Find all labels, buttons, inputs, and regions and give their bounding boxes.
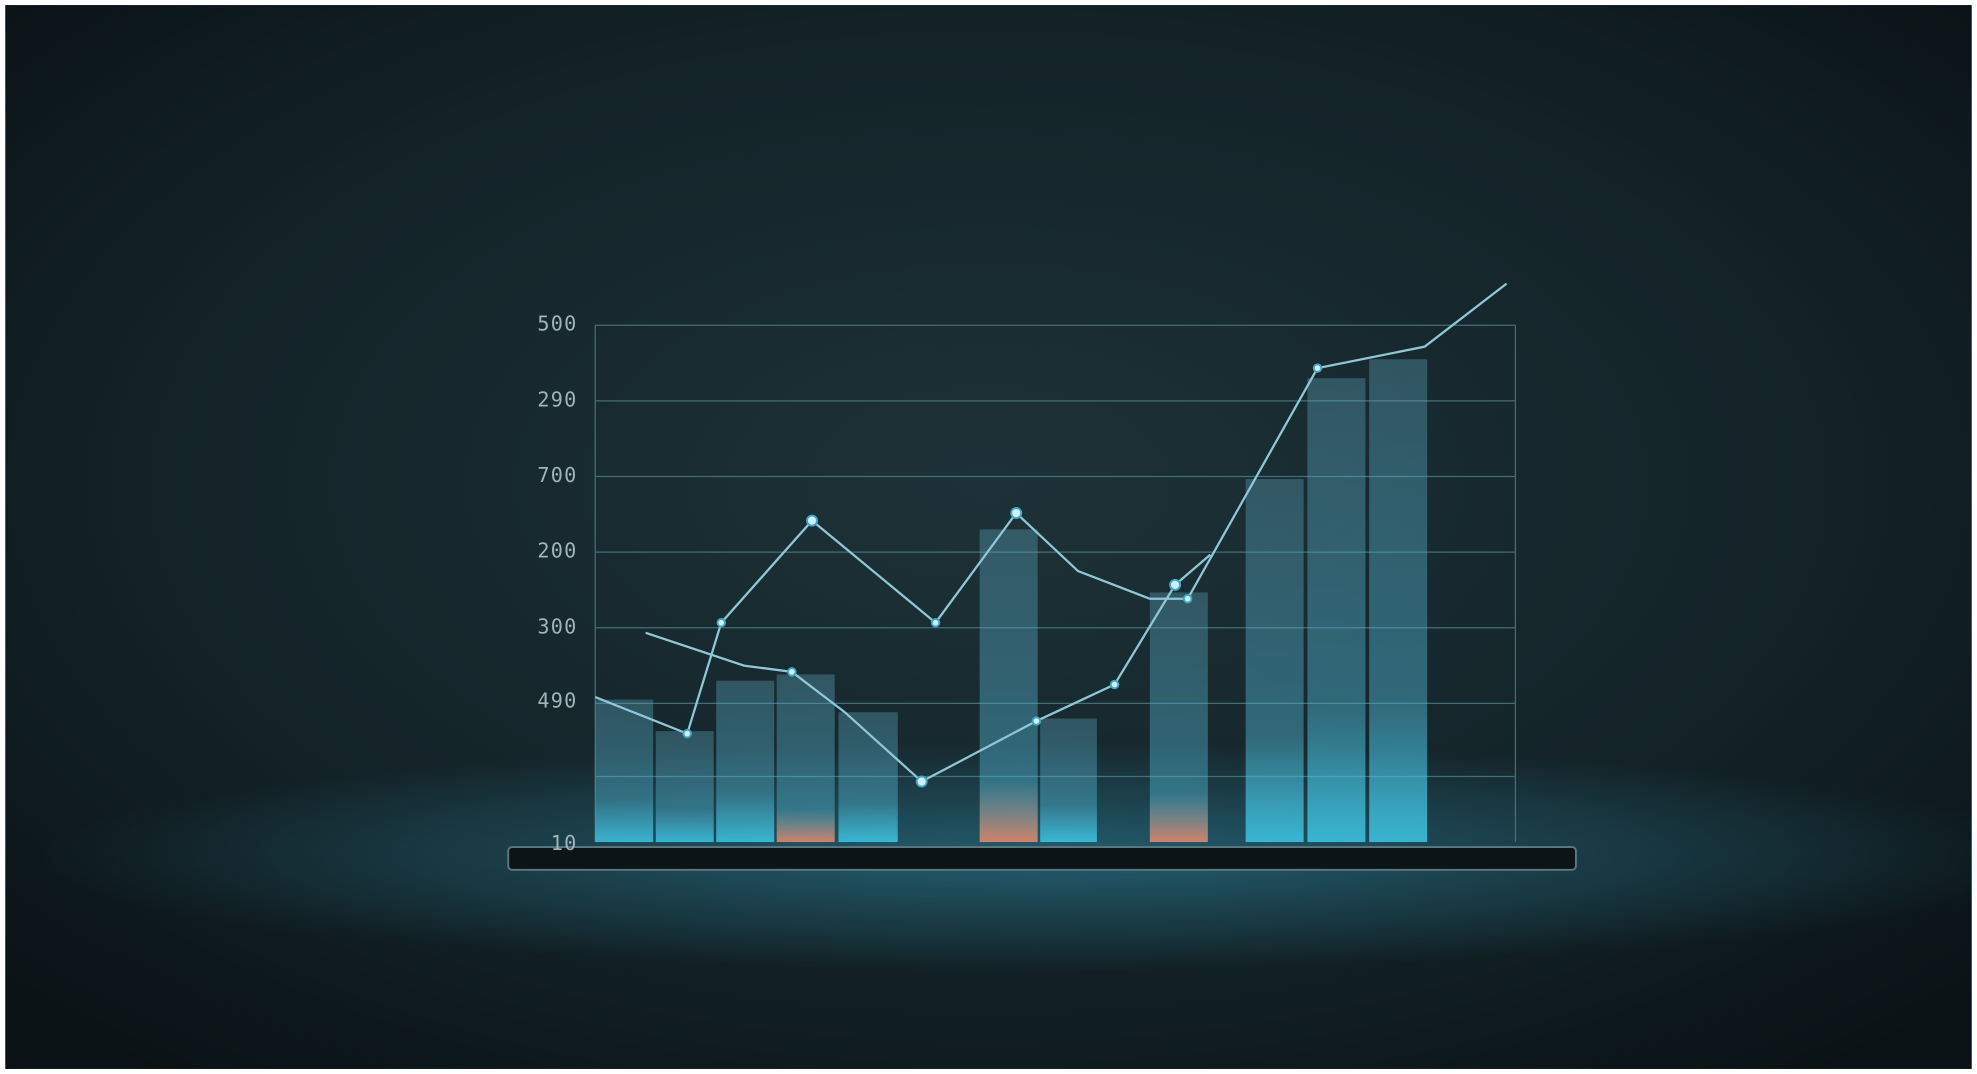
point: [806, 514, 819, 527]
points: [682, 363, 1323, 788]
point: [1312, 363, 1323, 373]
point: [1031, 716, 1042, 726]
trend-line: [594, 282, 1508, 736]
bar: [838, 712, 898, 843]
bar: [1245, 479, 1304, 843]
axis-label: 300: [537, 614, 577, 638]
bar: [1307, 378, 1366, 843]
platform: [507, 846, 1577, 871]
axis-label: 200: [537, 539, 577, 563]
point: [682, 728, 692, 739]
point: [930, 617, 941, 628]
axis-label: 10: [551, 831, 578, 855]
bar: [716, 680, 775, 843]
bar: [979, 529, 1038, 843]
bar: [776, 674, 835, 843]
axis-label: 490: [537, 689, 577, 713]
point: [1010, 507, 1023, 520]
axis-label: 500: [537, 312, 577, 336]
bar: [1040, 718, 1097, 843]
bars: [595, 359, 1428, 843]
axis-label: 290: [537, 387, 577, 411]
axis-label: 700: [537, 463, 577, 487]
bar: [1369, 359, 1428, 843]
bar: [655, 731, 714, 843]
bar: [1149, 592, 1208, 843]
point: [1182, 594, 1193, 604]
point: [915, 775, 928, 788]
point: [787, 667, 797, 677]
point: [1109, 679, 1120, 690]
bar: [595, 699, 654, 843]
axis-labels: 500 290 700 200 300 490 10: [537, 312, 578, 855]
point: [1169, 578, 1182, 591]
point: [716, 617, 726, 628]
